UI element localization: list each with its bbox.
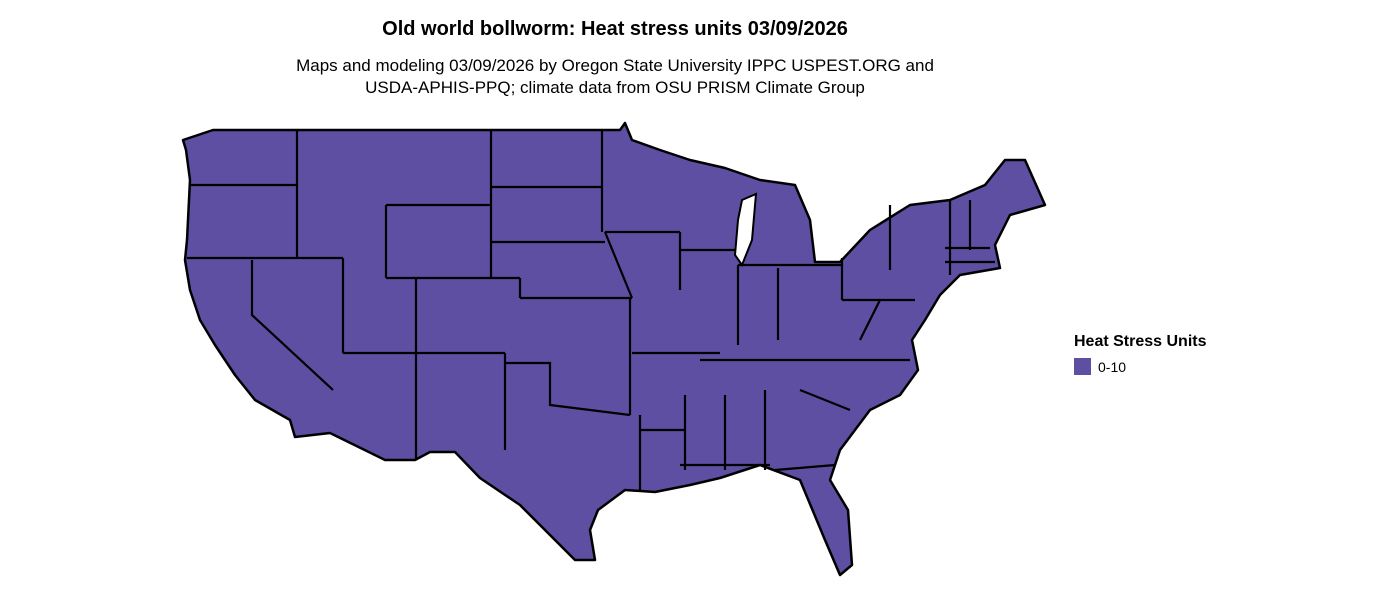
us-outline <box>181 121 1047 577</box>
map-subtitle: Maps and modeling 03/09/2026 by Oregon S… <box>0 55 1230 99</box>
legend: Heat Stress Units 0-10 <box>1074 333 1207 375</box>
legend-title: Heat Stress Units <box>1074 333 1207 350</box>
subtitle-line-1: Maps and modeling 03/09/2026 by Oregon S… <box>296 56 934 75</box>
map-title: Old world bollworm: Heat stress units 03… <box>382 18 848 40</box>
legend-item: 0-10 <box>1074 358 1207 375</box>
state-borders <box>187 130 995 490</box>
legend-swatch <box>1074 358 1091 375</box>
subtitle-line-2: USDA-APHIS-PPQ; climate data from OSU PR… <box>365 78 865 97</box>
legend-label: 0-10 <box>1098 358 1127 375</box>
